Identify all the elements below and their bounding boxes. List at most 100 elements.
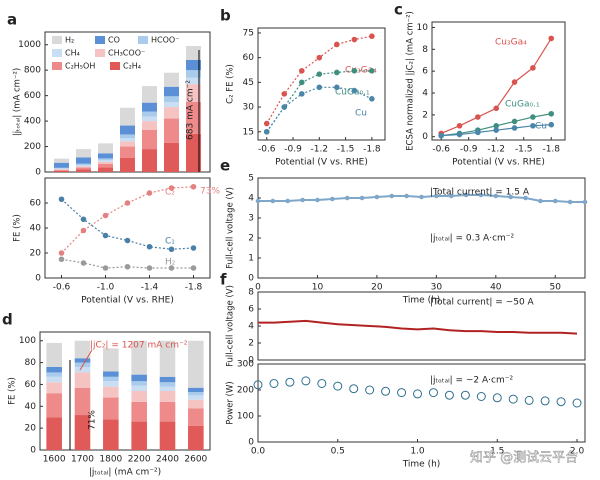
- marker: [300, 197, 305, 203]
- marker: [456, 131, 463, 138]
- bar-segment: [142, 130, 157, 150]
- y-tick-label: 5: [248, 174, 254, 184]
- x-axis-label: Potential (V vs. RHE): [452, 158, 545, 168]
- bar-segment: [103, 397, 119, 420]
- marker: [316, 54, 323, 61]
- marker: [80, 260, 87, 266]
- marker: [369, 33, 375, 40]
- marker: [374, 194, 380, 200]
- marker: [58, 250, 65, 256]
- y-tick-label: 0: [35, 274, 41, 284]
- bar-segment: [142, 111, 157, 117]
- marker: [389, 193, 395, 199]
- y-tick-label: 2: [248, 234, 254, 244]
- y-tick-label: 45: [243, 78, 254, 88]
- marker: [80, 216, 87, 223]
- watermark: 知乎 @测试云平台: [470, 450, 578, 466]
- marker: [524, 395, 534, 405]
- panel-label: a: [7, 11, 17, 29]
- bar-segment: [186, 46, 201, 60]
- legend-label: CH₄: [65, 49, 80, 58]
- bar-segment: [159, 376, 176, 383]
- x-axis-label: Time (h): [402, 296, 441, 306]
- marker: [190, 265, 197, 271]
- annotation: |jₜₒₜₐₗ| = 0.3 A·cm⁻²: [430, 234, 515, 244]
- bar-segment: [142, 116, 157, 122]
- y-tick-label: 75: [243, 28, 254, 38]
- bar-segment: [164, 142, 179, 172]
- bar-segment: [46, 393, 62, 418]
- marker: [281, 91, 288, 97]
- series-label: C₁: [165, 237, 175, 247]
- bar-segment: [186, 77, 201, 85]
- bar-segment: [46, 382, 62, 394]
- bar-segment: [188, 399, 204, 409]
- bar-segment: [54, 169, 69, 170]
- bar-segment: [186, 133, 201, 172]
- marker: [413, 389, 423, 399]
- marker: [428, 388, 438, 398]
- bar-segment: [76, 163, 91, 166]
- marker: [530, 114, 536, 120]
- bar-segment: [188, 425, 204, 450]
- marker: [548, 35, 555, 42]
- marker: [359, 195, 365, 201]
- marker: [572, 398, 582, 408]
- panel-label: e: [220, 157, 230, 175]
- bar-segment: [120, 138, 135, 142]
- marker: [102, 232, 109, 239]
- bar-segment: [54, 158, 69, 163]
- marker: [548, 110, 555, 117]
- bar-segment: [131, 421, 147, 450]
- y-tick-label: 200: [24, 142, 41, 152]
- bar-segment: [74, 415, 91, 450]
- bar-segment: [120, 141, 135, 147]
- marker: [146, 190, 153, 196]
- series-line: [440, 38, 552, 134]
- bar-segment: [159, 382, 176, 387]
- marker: [530, 122, 536, 129]
- bar-segment: [54, 167, 69, 169]
- marker: [567, 199, 573, 205]
- marker: [478, 192, 484, 198]
- marker: [330, 196, 335, 202]
- series-label: Cu₃Ga₄: [495, 38, 527, 48]
- bar-segment: [159, 401, 176, 422]
- y-tick-label: 2: [422, 110, 428, 120]
- x-tick-label: -1.8: [542, 145, 560, 155]
- marker: [58, 196, 65, 203]
- bar-segment: [74, 358, 91, 363]
- marker: [404, 193, 409, 199]
- y-tick-label: 600: [24, 91, 41, 101]
- bar-segment: [54, 170, 69, 172]
- bar-segment: [186, 60, 201, 71]
- x-tick-label: -1.5: [337, 145, 355, 155]
- y-tick-label: 0: [248, 274, 254, 284]
- x-tick-label: 40: [490, 283, 502, 293]
- marker: [168, 246, 175, 253]
- bar-segment: [98, 167, 113, 172]
- bar-segment: [98, 163, 113, 168]
- marker: [434, 193, 439, 199]
- bar-segment: [54, 169, 69, 171]
- marker: [102, 265, 109, 271]
- marker: [102, 212, 109, 219]
- marker: [552, 198, 558, 204]
- marker: [316, 84, 323, 91]
- x-tick-label: -0.9: [284, 145, 302, 155]
- annotation: |jC₂| = 1207 mA cm⁻²: [90, 341, 188, 351]
- y-tick-label: 80: [25, 358, 37, 368]
- x-tick-label: 0.0: [251, 447, 266, 457]
- bar-segment: [76, 166, 91, 168]
- bar-segment: [164, 96, 179, 102]
- bar-segment: [186, 84, 201, 102]
- y-tick-label: 1: [248, 254, 254, 264]
- x-tick-label: 1800: [99, 455, 122, 465]
- bar-segment: [131, 381, 147, 386]
- y-tick-label: 8: [248, 288, 254, 298]
- x-tick-label: -1.0: [97, 283, 115, 293]
- marker: [190, 183, 197, 190]
- bar-segment: [164, 102, 179, 108]
- marker: [285, 198, 291, 204]
- bar-segment: [103, 348, 119, 372]
